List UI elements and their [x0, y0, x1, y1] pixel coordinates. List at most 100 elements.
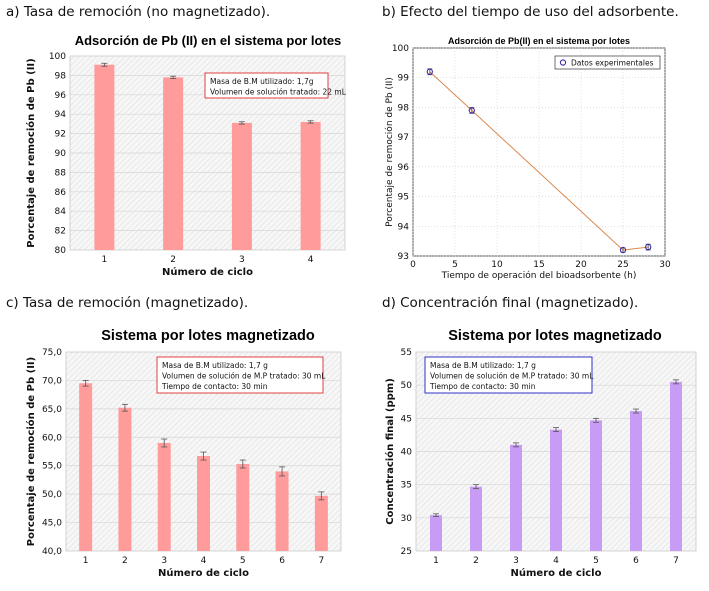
- chart-a: Adsorción de Pb (II) en el sistema por l…: [25, 33, 347, 278]
- x-tick-label: 15: [533, 260, 544, 270]
- x-tick-label: 10: [491, 260, 503, 270]
- bar: [197, 456, 210, 551]
- chart-b: Adsorción de Pb(II) en el sistema por lo…: [384, 36, 671, 281]
- y-tick-label: 99: [398, 74, 410, 84]
- y-tick-label: 80: [55, 246, 67, 256]
- y-tick-label: 94: [55, 110, 67, 120]
- y-tick-label: 98: [55, 71, 67, 81]
- bar: [118, 407, 132, 551]
- annotation-line: Volumen de solución tratado: 22 mL: [210, 88, 347, 97]
- x-tick-label: 5: [452, 260, 458, 270]
- x-axis-label: Número de ciclo: [511, 567, 602, 579]
- x-tick-label: 3: [239, 255, 245, 265]
- y-axis-label: Porcentaje de remoción de Pb (II): [25, 58, 37, 247]
- y-tick-label: 55: [401, 348, 412, 358]
- bar: [157, 442, 171, 551]
- series-line: [429, 71, 649, 251]
- annotation-line: Tiempo de contacto: 30 min: [429, 382, 536, 391]
- x-axis-label: Número de ciclo: [158, 567, 249, 579]
- legend-box: [554, 55, 661, 70]
- data-point: [468, 107, 475, 114]
- bar: [94, 64, 115, 250]
- y-axis-label: Porcentaje de remoción de Pb (II): [25, 357, 37, 546]
- annotation-line: Volumen de solución de M.P tratado: 30 m…: [162, 372, 326, 381]
- bar: [510, 444, 522, 551]
- x-tick-label: 1: [433, 556, 439, 566]
- legend-marker: [559, 59, 567, 66]
- bar: [79, 383, 93, 551]
- x-tick-label: 3: [513, 556, 519, 566]
- annotation-line: Masa de B.M utilizado: 1,7 g: [162, 361, 268, 370]
- y-tick-label: 90: [55, 149, 67, 159]
- chart-title: Adsorción de Pb (II) en el sistema por l…: [75, 33, 342, 48]
- y-tick-label: 50: [401, 381, 413, 391]
- y-tick-label: 70,0: [42, 376, 62, 386]
- y-tick-label: 92: [55, 130, 66, 140]
- caption-c: c) Tasa de remoción (magnetizado).: [6, 295, 249, 311]
- bar: [314, 495, 328, 551]
- x-tick-label: 4: [553, 556, 559, 566]
- y-tick-label: 86: [55, 188, 67, 198]
- y-axis-label: Concentración final (ppm): [384, 378, 396, 525]
- y-tick-label: 55,0: [42, 462, 62, 472]
- data-point: [426, 68, 433, 75]
- y-tick-label: 35: [401, 481, 412, 491]
- y-tick-label: 60,0: [42, 433, 62, 443]
- y-axis-label: Porcentaje de remoción de Pb (II): [384, 77, 395, 227]
- y-tick-label: 100: [392, 44, 409, 54]
- x-tick-label: 1: [102, 255, 108, 265]
- y-tick-label: 93: [398, 252, 409, 262]
- x-axis-label: Tiempo de operación del bioadsorbente (h…: [441, 270, 637, 281]
- x-tick-label: 2: [170, 255, 176, 265]
- x-tick-label: 30: [659, 260, 671, 270]
- annotation-line: Volumen de solución de M.P tratado: 30 m…: [430, 372, 594, 381]
- x-tick-label: 5: [593, 556, 599, 566]
- y-tick-label: 75,0: [42, 348, 62, 358]
- caption-a: a) Tasa de remoción (no magnetizado).: [6, 4, 271, 20]
- x-tick-label: 25: [617, 260, 628, 270]
- caption-d: d) Concentración final (magnetizado).: [382, 295, 639, 311]
- y-tick-label: 25: [401, 547, 412, 557]
- y-tick-label: 96: [398, 163, 410, 173]
- data-point: [619, 246, 627, 254]
- x-tick-label: 2: [473, 556, 479, 566]
- y-tick-label: 96: [55, 91, 67, 101]
- chart-c: Sistema por lotes magnetizado 40,0 45,0 50,…: [25, 328, 342, 579]
- y-tick-label: 94: [398, 222, 410, 232]
- caption-b: b) Efecto del tiempo de uso del adsorben…: [382, 4, 679, 20]
- annotation-line: Tiempo de contacto: 30 min: [161, 382, 268, 391]
- bar: [590, 420, 602, 551]
- y-tick-label: 45: [401, 414, 412, 424]
- x-axis-label: Número de ciclo: [162, 266, 253, 278]
- annotation-box: [204, 72, 329, 99]
- chart-title: Adsorción de Pb(II) en el sistema por lo…: [448, 36, 630, 46]
- y-tick-label: 40: [401, 448, 413, 458]
- annotation-line: Masa de B.M utilizado: 1,7 g: [430, 361, 536, 370]
- bar: [163, 77, 184, 250]
- plot-area: [412, 47, 666, 257]
- bar: [550, 429, 562, 551]
- bar: [670, 381, 682, 551]
- y-tick-label: 97: [398, 133, 409, 143]
- x-tick-label: 7: [318, 556, 324, 566]
- bar: [275, 471, 289, 551]
- y-tick-label: 95: [398, 193, 409, 203]
- y-tick-label: 98: [398, 103, 410, 113]
- x-tick-label: 4: [201, 556, 207, 566]
- y-tick-label: 84: [55, 207, 67, 217]
- bar: [470, 486, 482, 551]
- annotation-line: Masa de B.M utilizado: 1,7g: [210, 77, 314, 86]
- bar: [430, 515, 442, 551]
- bar: [236, 464, 250, 551]
- bar: [630, 411, 642, 551]
- annotation-box: [424, 356, 593, 394]
- chart-title: Sistema por lotes magnetizado: [448, 328, 662, 344]
- x-tick-label: 3: [161, 556, 167, 566]
- data-point: [645, 243, 652, 251]
- chart-d: Sistema por lotes magnetizado25303540455…: [384, 328, 697, 579]
- x-tick-label: 0: [410, 260, 416, 270]
- x-tick-label: 4: [308, 255, 314, 265]
- bar: [231, 122, 252, 250]
- y-tick-label: 50,0: [42, 490, 62, 500]
